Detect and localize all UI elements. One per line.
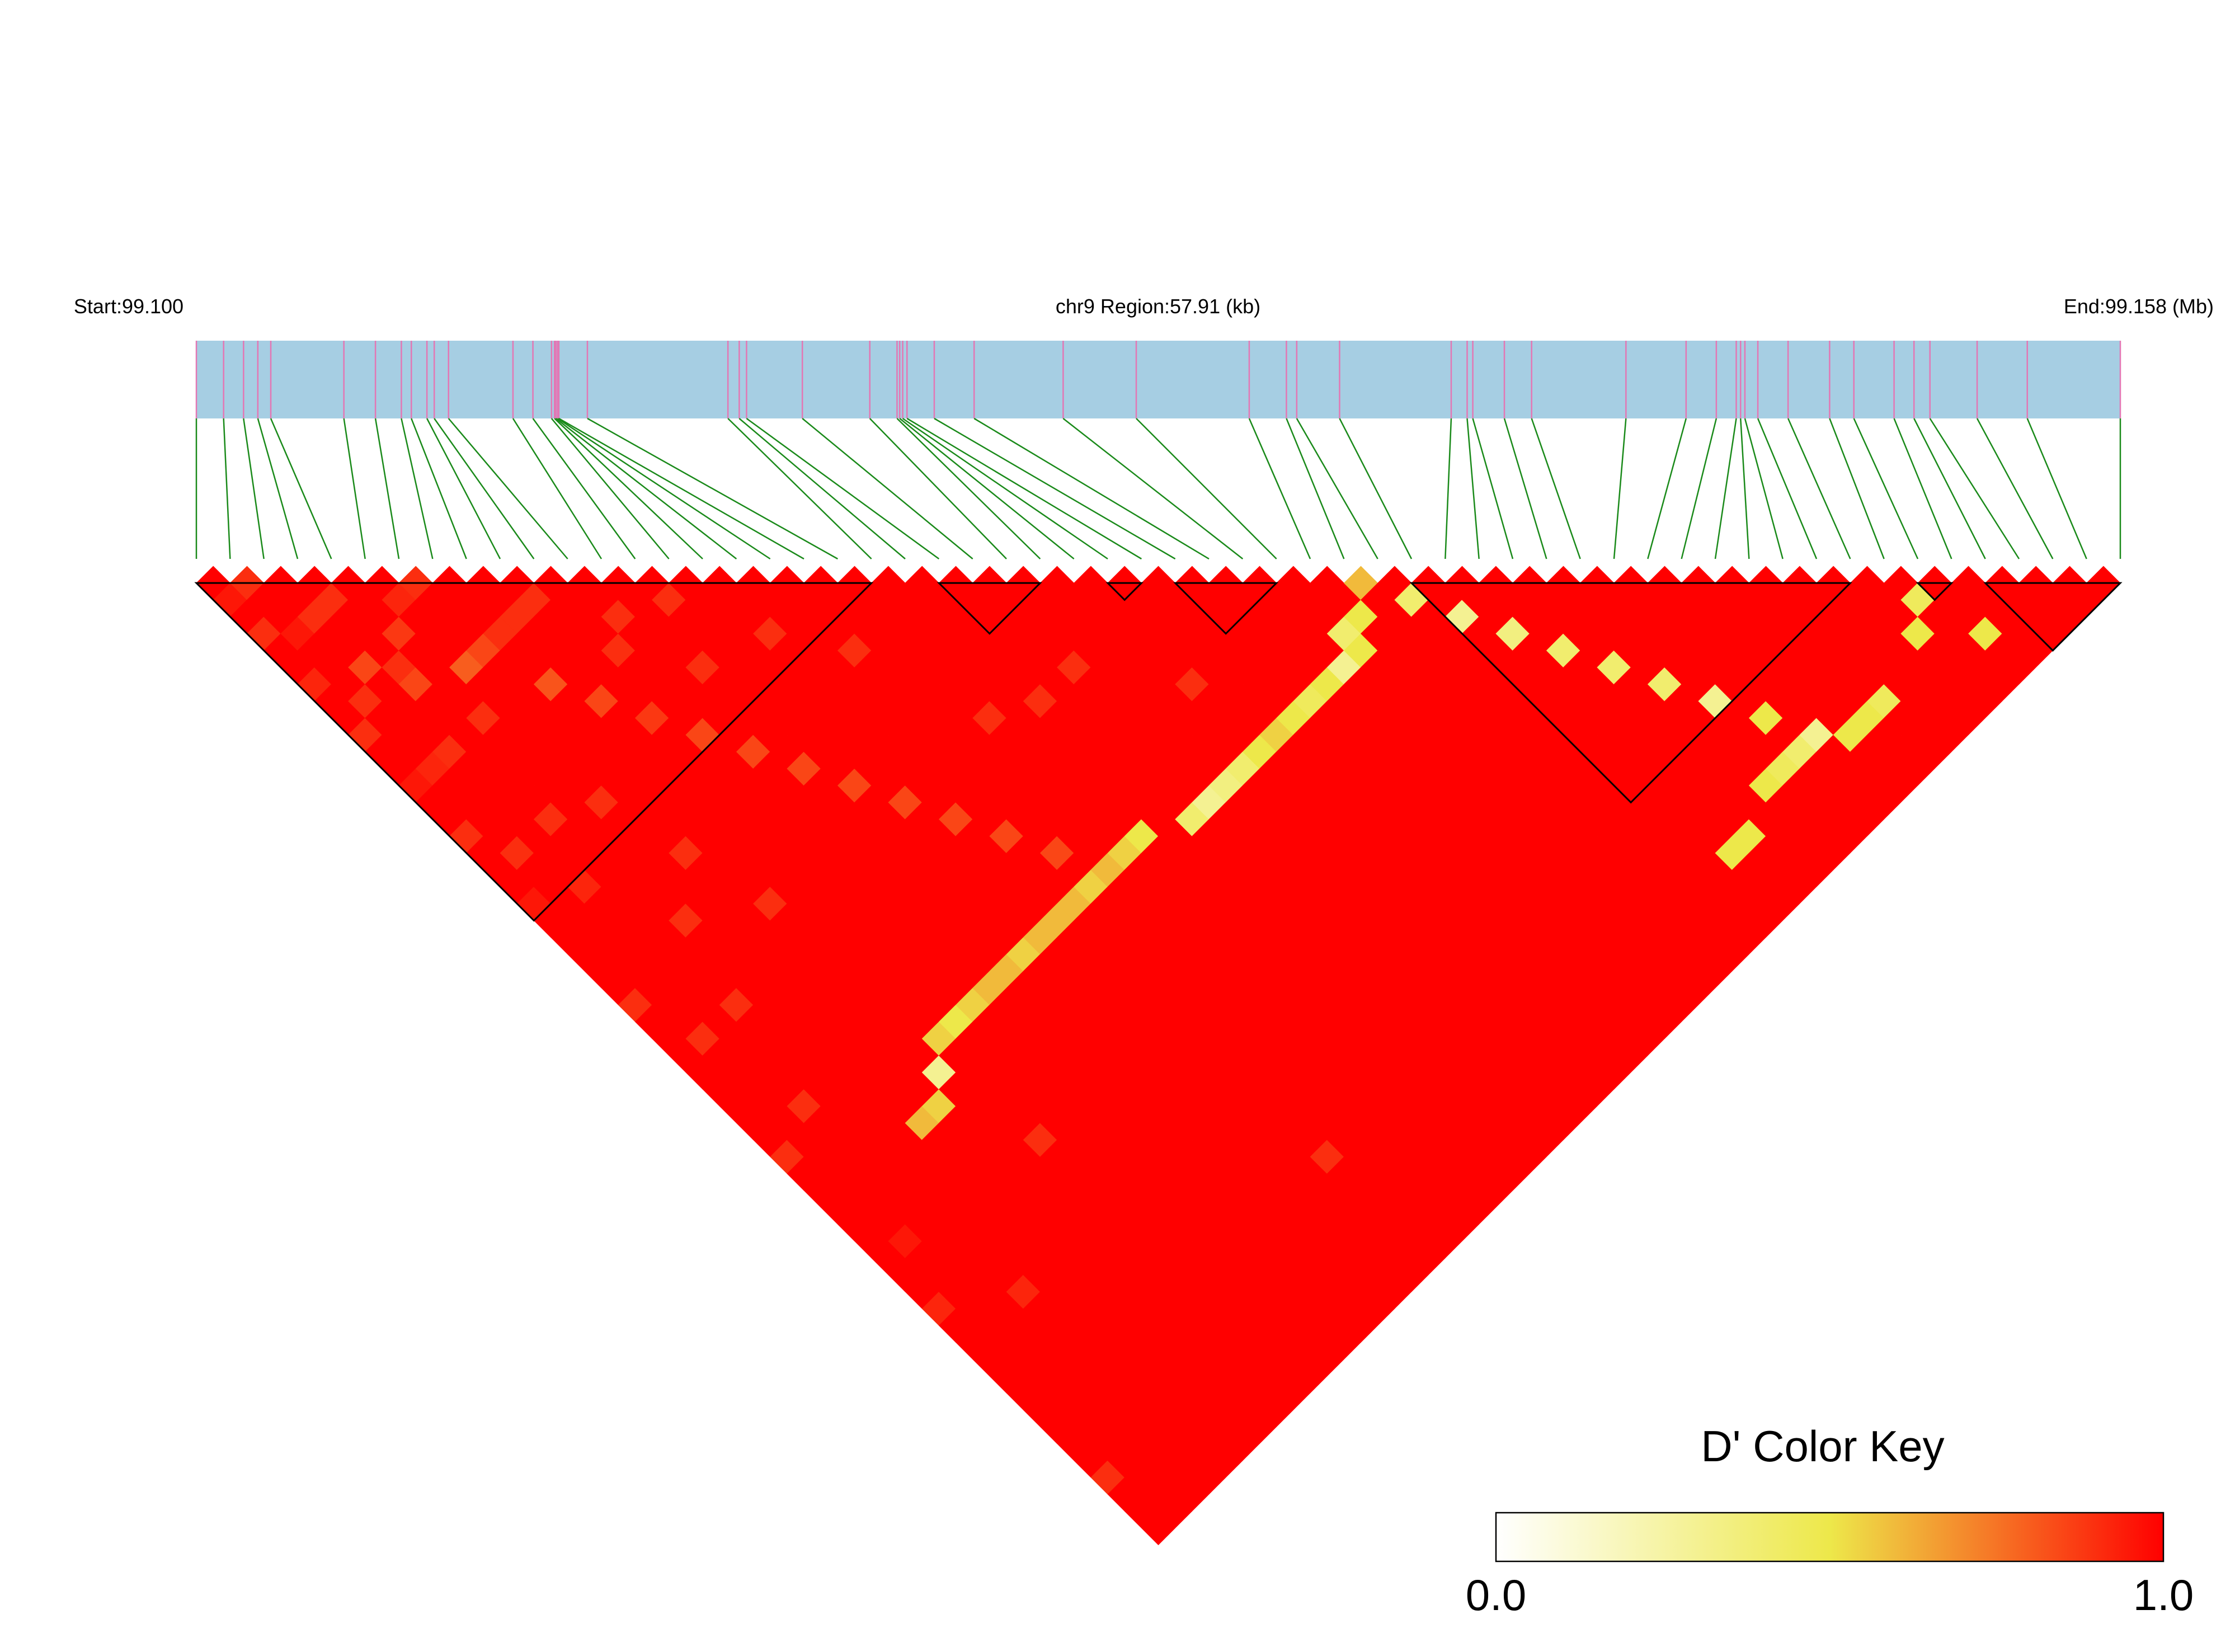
snp-link-line — [448, 418, 568, 559]
snp-link-line — [554, 418, 703, 559]
snp-link-line — [1531, 418, 1581, 559]
snp-link-line — [555, 418, 737, 559]
snp-link-line — [558, 417, 804, 560]
ld-block — [1105, 582, 1144, 601]
snp-link-line — [512, 418, 603, 559]
colorkey-tick-label: 1.0 — [2133, 1570, 2194, 1620]
snp-link-line — [738, 418, 906, 559]
ld-block — [194, 582, 874, 922]
region-bar — [196, 341, 2120, 418]
region-label: chr9 Region:57.91 (kb) — [1056, 295, 1260, 318]
snp-link-line — [343, 418, 366, 559]
snp-link-line — [896, 418, 1041, 559]
snp-link-line — [1757, 418, 1818, 559]
snp-link-line — [1853, 418, 1919, 559]
snp-link-line — [223, 418, 231, 559]
snp-link-line — [2026, 418, 2087, 559]
ld-block — [937, 582, 1042, 635]
snp-link-line — [727, 418, 872, 559]
snp-link-line — [1744, 418, 1784, 559]
ld-block — [1916, 582, 1954, 601]
snp-link-line — [1714, 418, 1737, 559]
end-label: End:99.158 (Mb) — [2064, 295, 2214, 318]
snp-link-line — [746, 417, 940, 560]
snp-link-line — [1893, 418, 1952, 559]
snp-link-line — [802, 418, 973, 559]
snp-link-line — [1647, 418, 1687, 559]
ld-block — [1173, 582, 1279, 635]
snp-link-line — [1296, 418, 1378, 559]
snp-link-line — [1681, 418, 1718, 559]
snp-link-line — [1503, 418, 1547, 559]
snp-link-line — [906, 417, 1142, 560]
snp-link-line — [1913, 418, 1986, 559]
snp-link-line — [973, 417, 1210, 560]
snp-link-line — [257, 418, 299, 559]
snp-link-line — [1062, 418, 1244, 559]
snp-link-line — [532, 418, 636, 559]
snp-link-line — [1136, 418, 1277, 559]
snp-link-line — [902, 417, 1108, 560]
snp-link-line — [426, 418, 501, 559]
snp-link-line — [1976, 418, 2054, 559]
snp-link-line — [869, 418, 1007, 559]
ld-block — [1409, 582, 1852, 804]
snp-link-line — [1339, 418, 1413, 559]
colorkey-bar — [1495, 1512, 2165, 1562]
snp-link-line — [1248, 418, 1311, 559]
colorkey-tick-label: 0.0 — [1466, 1570, 1526, 1620]
snp-link-line — [1466, 418, 1480, 559]
snp-link-line — [1286, 418, 1345, 559]
snp-link-line — [374, 418, 400, 559]
snp-link-line — [899, 418, 1075, 559]
snp-link-line — [1613, 418, 1627, 559]
ld-block — [1983, 582, 2123, 652]
snp-link-line — [1739, 418, 1750, 559]
start-label: Start:99.100 — [74, 295, 183, 318]
snp-link-line — [587, 417, 838, 560]
snp-link-line — [401, 418, 434, 559]
snp-link-line — [270, 418, 332, 559]
snp-link-line — [934, 417, 1176, 560]
snp-link-line — [1829, 418, 1885, 559]
snp-link-line — [243, 418, 265, 559]
snp-link-line — [1444, 418, 1452, 559]
snp-link-line — [411, 418, 467, 559]
snp-link-line — [434, 418, 535, 559]
snp-link-line — [1929, 418, 2020, 559]
snp-link-line — [1472, 418, 1514, 559]
snp-link-line — [550, 418, 670, 559]
snp-link-line — [557, 417, 771, 560]
snp-link-line — [1787, 418, 1851, 559]
colorkey-title: D' Color Key — [1701, 1422, 1944, 1471]
